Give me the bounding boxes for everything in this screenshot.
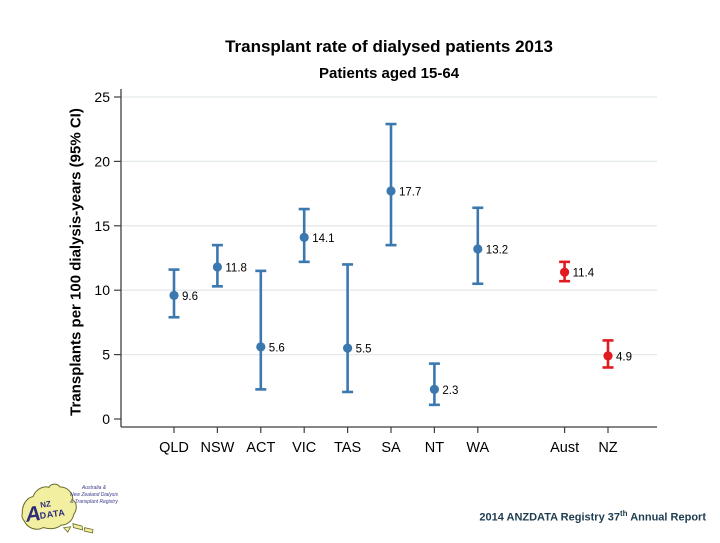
value-label-Aust: 11.4 — [573, 268, 595, 280]
value-label-QLD: 9.6 — [182, 291, 198, 303]
data-point-NSW — [212, 262, 222, 272]
x-tick-label-VIC: VIC — [292, 440, 316, 456]
footer-credit: 2014 ANZDATA Registry 37th Annual Report — [479, 509, 706, 524]
x-tick-label-NSW: NSW — [200, 440, 234, 456]
x-tick-label-NZ: NZ — [598, 440, 617, 456]
x-tick-label-SA: SA — [381, 440, 401, 456]
y-tick-label: 10 — [94, 282, 110, 298]
australia-map-icon: A NZ DATA — [21, 483, 77, 533]
x-tick-label-QLD: QLD — [159, 440, 189, 456]
data-point-QLD — [169, 290, 179, 300]
anzdata-logo: A NZ DATA Australia & New Zealand Dialys… — [14, 480, 120, 538]
value-label-SA: 17.7 — [399, 187, 421, 199]
data-point-ACT — [256, 342, 266, 352]
value-label-WA: 13.2 — [486, 244, 508, 256]
value-label-NT: 2.3 — [442, 385, 458, 397]
value-label-ACT: 5.6 — [269, 342, 285, 354]
logo-caption-line1: Australia & — [81, 485, 107, 491]
x-tick-label-Aust: Aust — [550, 440, 579, 456]
data-point-Aust — [560, 267, 570, 277]
data-point-NT — [429, 384, 439, 394]
x-tick-label-TAS: TAS — [334, 440, 361, 456]
data-point-WA — [473, 244, 483, 254]
logo-letter-a: A — [23, 502, 42, 527]
y-tick-label: 25 — [94, 89, 110, 105]
footer-text-suffix: Annual Report — [627, 511, 706, 524]
y-tick-label: 15 — [94, 218, 110, 234]
logo-nz-text: NZ — [40, 499, 52, 509]
logo-caption-line2: New Zealand Dialysis — [70, 492, 119, 498]
y-tick-label: 20 — [94, 153, 110, 169]
logo-data-text: DATA — [39, 507, 66, 520]
footer-superscript: th — [620, 509, 628, 518]
chart-title: Transplant rate of dialysed patients 201… — [225, 37, 553, 56]
data-point-TAS — [343, 343, 353, 353]
y-tick-label: 5 — [102, 347, 110, 363]
value-label-VIC: 14.1 — [312, 233, 334, 245]
y-tick-label: 0 — [102, 411, 110, 427]
value-label-NSW: 11.8 — [225, 263, 247, 275]
data-point-SA — [386, 186, 396, 196]
logo-caption-line3: & Transplant Registry — [70, 499, 118, 505]
logo-caption: Australia & New Zealand Dialysis & Trans… — [70, 485, 119, 505]
footer-text-prefix: 2014 ANZDATA Registry 37 — [479, 511, 620, 524]
data-point-VIC — [299, 232, 309, 242]
value-label-TAS: 5.5 — [356, 344, 372, 356]
x-tick-label-NT: NT — [425, 440, 444, 456]
x-tick-label-ACT: ACT — [246, 440, 275, 456]
chart-subtitle: Patients aged 15-64 — [318, 65, 460, 82]
data-point-NZ — [603, 351, 613, 361]
value-label-NZ: 4.9 — [616, 351, 632, 363]
x-tick-label-WA: WA — [466, 440, 489, 456]
nz-map-icon — [72, 523, 94, 534]
